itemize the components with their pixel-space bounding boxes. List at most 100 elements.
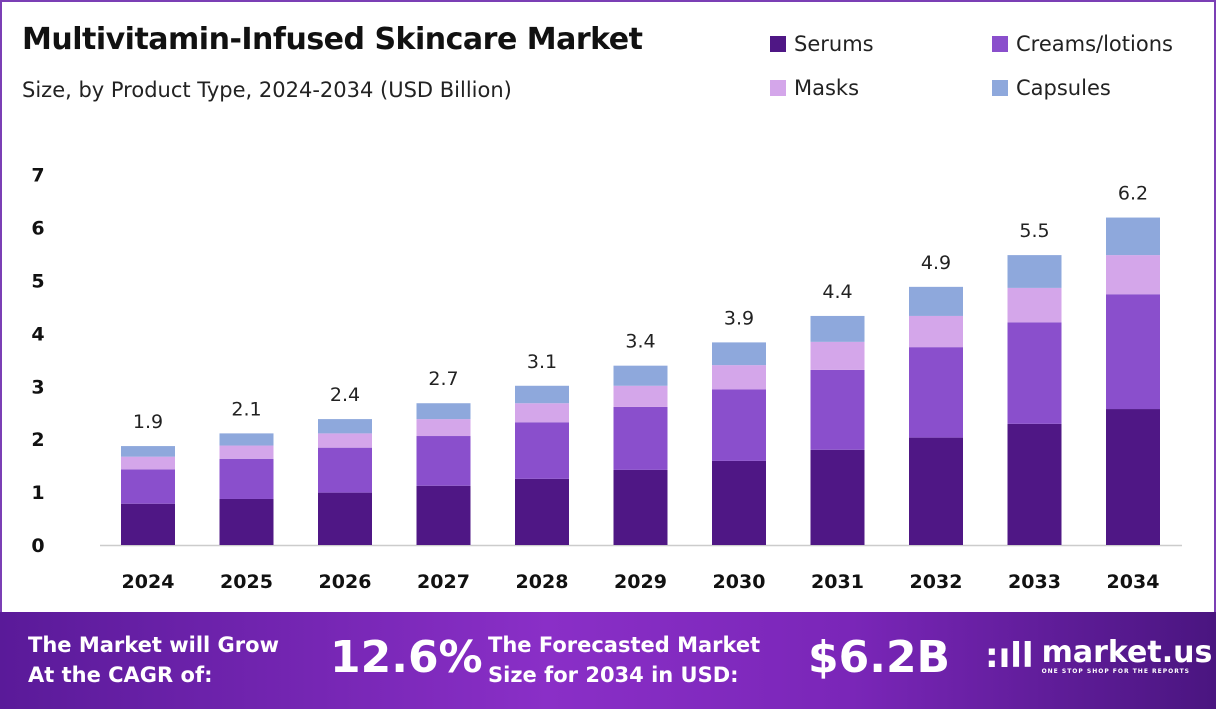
bar-segment-creams-lotions [416, 436, 471, 486]
y-tick-label: 5 [31, 271, 44, 293]
total-label: 5.5 [1019, 220, 1049, 242]
y-tick-label: 0 [31, 535, 44, 557]
bar-segment-masks [712, 365, 766, 390]
legend-swatch [770, 80, 786, 96]
x-tick-label: 2034 [1107, 571, 1160, 593]
legend-label: Creams/lotions [1016, 32, 1173, 56]
x-tick-label: 2033 [1008, 571, 1061, 593]
bar-segment-serums [810, 449, 865, 545]
y-tick-label: 6 [31, 218, 44, 240]
bar-segment-creams-lotions [712, 389, 766, 461]
bar-segment-serums [712, 460, 766, 545]
bar-segment-serums [613, 469, 668, 545]
bar-segment-masks [810, 341, 865, 370]
legend-swatch [992, 36, 1008, 52]
bar-segment-masks [515, 403, 569, 423]
bar-segment-creams-lotions [318, 447, 372, 493]
bar-segment-capsules [613, 365, 668, 386]
bar-segment-masks [1007, 287, 1062, 323]
legend-item-masks: Masks [770, 76, 992, 100]
x-tick-label: 2032 [910, 571, 963, 593]
legend: Serums Creams/lotions Masks Capsules [770, 32, 1210, 100]
bar-segment-capsules [1007, 255, 1062, 288]
total-label: 2.1 [231, 398, 261, 420]
footer-banner: The Market will Grow At the CAGR of: 12.6… [0, 612, 1216, 709]
total-label: 3.4 [625, 331, 655, 353]
bar-segment-masks [121, 456, 175, 470]
total-label: 6.2 [1118, 183, 1148, 205]
x-tick-label: 2031 [811, 571, 864, 593]
bar-segment-serums [318, 492, 372, 545]
bar-segment-capsules [219, 433, 274, 446]
bar-segment-serums [121, 503, 175, 545]
bar-segment-masks [1106, 255, 1160, 295]
logo-name: market.us [1041, 634, 1213, 670]
logo-tagline: ONE STOP SHOP FOR THE REPORTS [1041, 667, 1190, 675]
y-tick-label: 1 [31, 482, 44, 504]
logo-icon: :ıll [985, 636, 1034, 676]
total-label: 3.9 [724, 307, 754, 329]
bar-segment-capsules [1106, 217, 1160, 256]
bar-segment-capsules [909, 286, 963, 316]
bar-segment-capsules [712, 342, 766, 366]
cagr-label-line: At the CAGR of: [28, 663, 213, 687]
legend-swatch [992, 80, 1008, 96]
y-tick-label: 2 [31, 429, 44, 451]
total-label: 3.1 [527, 351, 557, 373]
x-tick-label: 2027 [417, 571, 470, 593]
bar-segment-capsules [810, 315, 865, 342]
y-tick-label: 4 [31, 323, 44, 345]
cagr-label-line: The Market will Grow [28, 633, 279, 657]
total-label: 4.9 [921, 252, 951, 274]
bar-segment-masks [416, 419, 471, 437]
forecast-label-line: The Forecasted Market [488, 633, 761, 657]
stacked-bar-chart: 0 1 2 3 4 5 6 7 1.9 2024 2.1 2025 2.4 2026 2.7 2027 3.1 2… [31, 165, 1182, 593]
x-tick-label: 2024 [122, 571, 175, 593]
y-tick-label: 3 [31, 376, 44, 398]
bar-segment-capsules [515, 385, 569, 404]
x-tick-label: 2025 [220, 571, 273, 593]
bar-segment-masks [909, 315, 963, 348]
chart-subtitle: Size, by Product Type, 2024-2034 (USD Bi… [22, 78, 512, 102]
x-tick-label: 2026 [319, 571, 372, 593]
bar-segment-creams-lotions [219, 458, 274, 499]
bar-segment-creams-lotions [121, 469, 175, 504]
legend-label: Masks [794, 76, 860, 100]
bar-segment-masks [613, 385, 668, 407]
legend-item-capsules: Capsules [992, 76, 1192, 100]
bar-segment-creams-lotions [909, 347, 963, 438]
bar-segment-serums [1007, 423, 1062, 545]
bar-segment-creams-lotions [1106, 294, 1160, 410]
legend-label: Serums [794, 32, 874, 56]
bar-segment-serums [219, 498, 274, 545]
x-tick-label: 2030 [713, 571, 766, 593]
bar-segment-creams-lotions [613, 406, 668, 470]
total-label: 2.7 [428, 368, 458, 390]
market-us-logo: :ıll market.us ONE STOP SHOP FOR THE REPO… [985, 636, 1212, 676]
legend-label: Capsules [1016, 76, 1111, 100]
legend-swatch [770, 36, 786, 52]
chart-title: Multivitamin-Infused Skincare Market [22, 22, 643, 57]
forecast-label-line: Size for 2034 in USD: [488, 663, 739, 687]
bar-segment-creams-lotions [515, 422, 569, 479]
cagr-label: The Market will Grow At the CAGR of: [28, 630, 279, 690]
legend-item-creams: Creams/lotions [992, 32, 1192, 56]
bar-segment-serums [515, 478, 569, 545]
forecast-value: $6.2B [808, 632, 951, 683]
total-label: 2.4 [330, 384, 360, 406]
bar-segment-creams-lotions [1007, 322, 1062, 424]
bar-segment-capsules [121, 446, 175, 457]
total-label: 4.4 [822, 281, 852, 303]
x-tick-label: 2028 [516, 571, 569, 593]
y-tick-label: 7 [31, 165, 44, 187]
bar-segment-masks [318, 433, 372, 448]
bar-segment-capsules [318, 419, 372, 434]
bar-segment-serums [1106, 409, 1160, 545]
bar-segment-creams-lotions [810, 369, 865, 450]
bar-segment-masks [219, 445, 274, 459]
x-tick-label: 2029 [614, 571, 667, 593]
bar-segment-serums [416, 485, 471, 545]
forecast-label: The Forecasted Market Size for 2034 in US… [488, 630, 760, 690]
bar-segment-serums [909, 437, 963, 545]
